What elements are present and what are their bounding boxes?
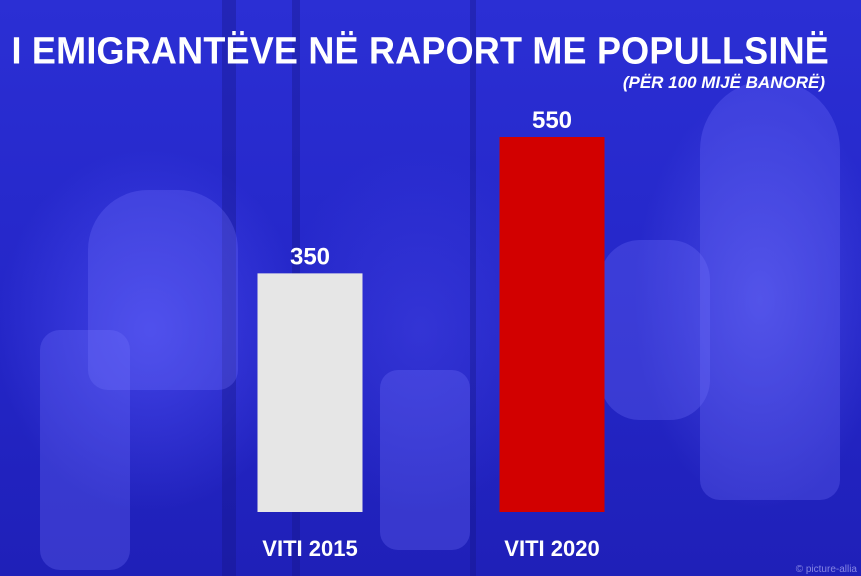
background-figure (700, 80, 840, 500)
background-figure (600, 240, 710, 420)
bars-group: 350 VITI 2015 550 VITI 2020 (257, 107, 605, 561)
chart-title: NUMRI I EMIGRANTËVE NË RAPORT ME POPULLS… (0, 28, 829, 72)
background-pole (470, 0, 476, 576)
bar-viti-2015 (257, 273, 363, 512)
bar-viti-2020 (499, 137, 605, 512)
photo-credit: © picture-allia (795, 564, 857, 575)
category-label: VITI 2015 (262, 536, 357, 561)
background-suitcase (380, 370, 470, 550)
value-label: 350 (290, 243, 330, 270)
chart-subtitle: (PËR 100 MIJË BANORË) (622, 73, 825, 92)
background-figure (88, 190, 238, 390)
value-label: 550 (532, 107, 572, 134)
background-suitcase (40, 330, 130, 570)
category-label: VITI 2020 (504, 536, 599, 561)
background-pole (222, 0, 236, 576)
